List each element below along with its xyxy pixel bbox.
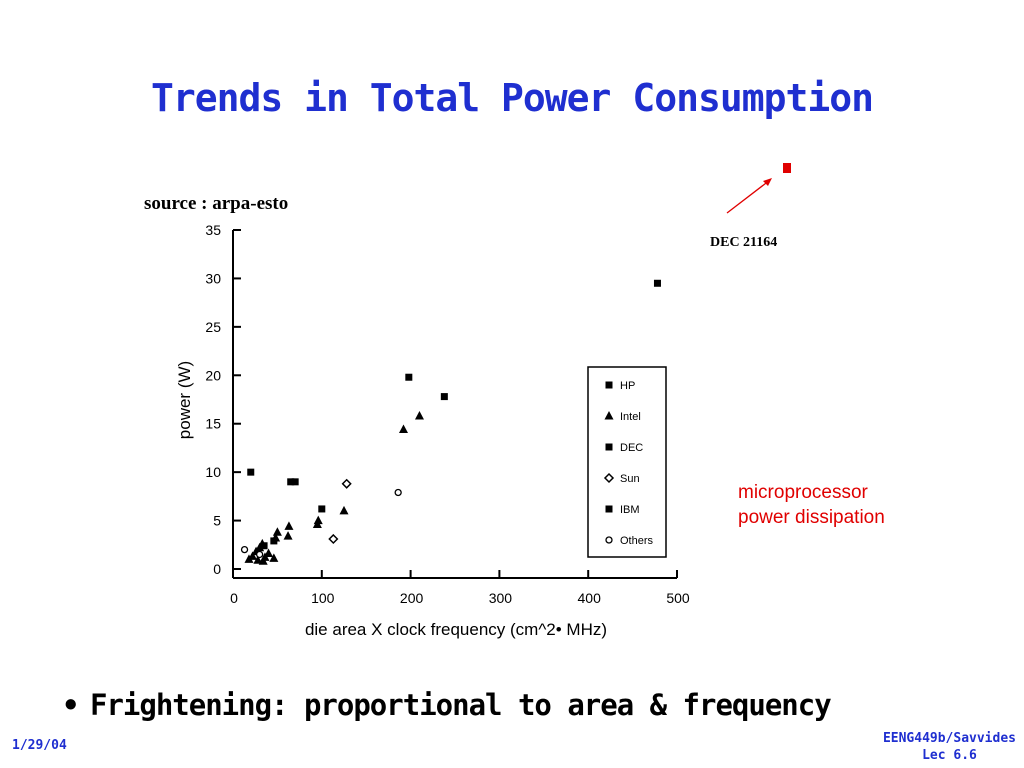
legend-marker-dec: [605, 443, 613, 451]
data-point-dec: [653, 279, 661, 287]
chart-points: [240, 279, 661, 565]
data-point-intel: [272, 527, 282, 536]
footer-course: EENG449b/Savvides: [882, 731, 1016, 746]
x-tick-label: 500: [666, 590, 690, 606]
dec-21164-label: DEC 21164: [710, 235, 778, 250]
legend-marker-hp: [605, 381, 613, 389]
dec-21164-arrow: [726, 163, 791, 214]
y-tick-label: 30: [205, 270, 221, 286]
dec-arrow-line: [726, 179, 771, 214]
data-point-intel: [248, 551, 258, 560]
x-tick-label: 400: [578, 590, 602, 606]
data-point-intel: [398, 424, 408, 434]
slide-title: Trends in Total Power Consumption: [151, 76, 874, 120]
data-point-ibm: [318, 505, 326, 513]
data-point-sun: [341, 478, 352, 489]
footer-lecture: Lec 6.6: [922, 748, 977, 763]
slide-footer: EENG449b/Savvides Lec 6.6: [883, 730, 1016, 764]
data-point-hp: [287, 478, 295, 486]
legend-marker-others: [605, 536, 613, 544]
legend-label-intel: Intel: [620, 411, 641, 423]
y-tick-label: 20: [205, 367, 221, 383]
bullet-text: Frightening: proportional to area & freq…: [90, 688, 832, 722]
data-point-ibm: [260, 542, 268, 550]
x-tick-label: 0: [230, 590, 238, 606]
legend-label-ibm: IBM: [620, 504, 640, 516]
y-tick-label: 25: [205, 319, 221, 335]
y-tick-label: 5: [213, 513, 221, 529]
data-point-sun: [328, 533, 339, 545]
chart-legend: HP Intel DEC Sun IBM Others: [587, 366, 667, 558]
data-point-intel: [253, 555, 263, 564]
data-point-hp: [291, 478, 299, 486]
annotation-line-1: microprocessor: [738, 482, 868, 503]
slide-date: 1/29/04: [12, 738, 67, 753]
y-axis-label: power (W): [175, 361, 194, 439]
data-point-others: [240, 545, 249, 554]
y-tick-label: 35: [205, 222, 221, 238]
data-point-intel: [258, 556, 268, 565]
data-point-intel: [339, 505, 349, 515]
legend-box: [587, 366, 667, 558]
data-point-intel: [283, 531, 293, 540]
x-tick-label: 300: [489, 590, 513, 606]
data-point-others: [394, 488, 402, 497]
chart-axes: [232, 230, 677, 579]
legend-label-hp: HP: [620, 380, 635, 392]
x-axis-label: die area X clock frequency (cm^2• MHz): [305, 620, 607, 639]
legend-marker-sun: [603, 472, 615, 484]
chart-ticks: 0 5 10 15 20 25 30 35 0 100 200 300 400 500: [205, 222, 689, 606]
legend-label-sun: Sun: [620, 473, 640, 485]
x-tick-label: 200: [400, 590, 424, 606]
data-point-ibm: [270, 537, 278, 545]
y-tick-label: 15: [205, 416, 221, 432]
legend-marker-ibm: [605, 505, 613, 513]
data-point-intel: [284, 521, 294, 530]
data-point-intel: [313, 515, 323, 525]
dec-21164-highlight-marker: [783, 163, 791, 173]
data-point-hp: [247, 468, 255, 476]
data-point-hp: [405, 373, 413, 381]
legend-label-others: Others: [620, 535, 654, 547]
bullet-marker: •: [62, 688, 79, 722]
y-tick-label: 0: [213, 561, 221, 577]
annotation-line-2: power dissipation: [738, 507, 885, 528]
data-point-hp: [440, 393, 448, 401]
x-tick-label: 100: [311, 590, 335, 606]
legend-label-dec: DEC: [620, 442, 643, 454]
dec-arrow-head: [763, 178, 772, 186]
source-label: source : arpa-esto: [144, 193, 289, 214]
y-tick-label: 10: [205, 464, 221, 480]
legend-marker-intel: [604, 411, 614, 420]
data-point-intel: [264, 548, 274, 558]
microprocessor-power-annotation: microprocessor power dissipation: [738, 480, 885, 530]
bullet-point: • Frightening: proportional to area & fre…: [62, 688, 832, 722]
data-point-others: [255, 550, 264, 559]
data-point-intel: [414, 410, 424, 420]
data-point-intel: [269, 553, 279, 562]
